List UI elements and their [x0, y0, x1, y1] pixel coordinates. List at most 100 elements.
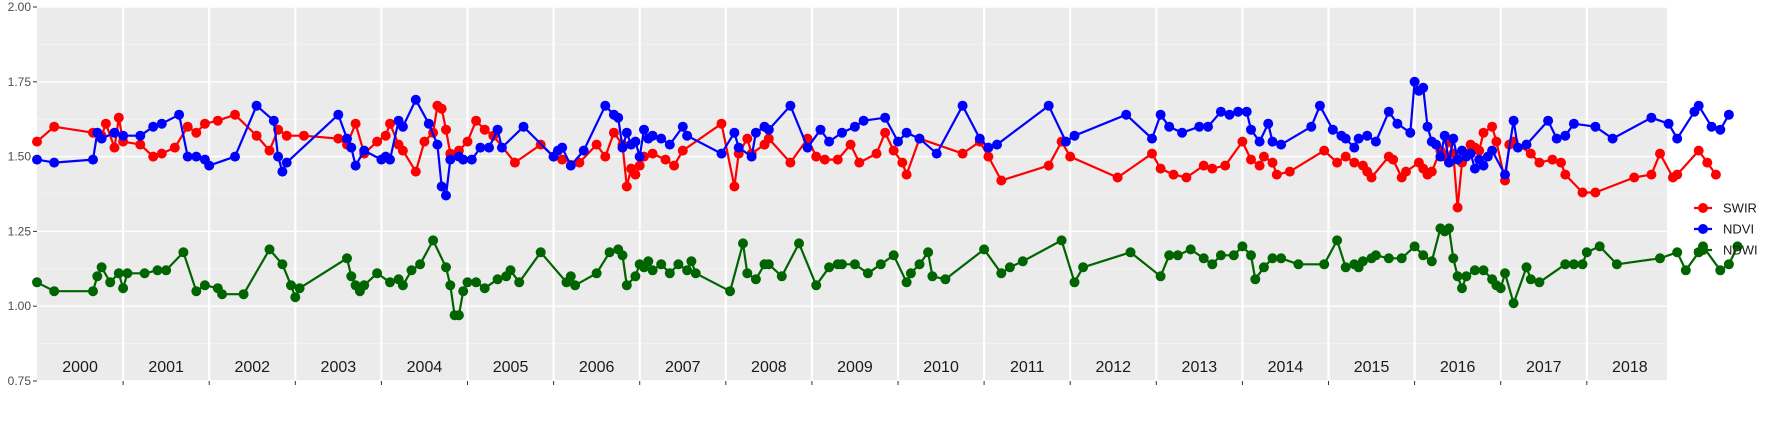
data-point-ndvi [1306, 121, 1317, 132]
data-point-ndwi [664, 268, 675, 279]
data-point-ndvi [251, 100, 262, 111]
data-point-ndvi [359, 145, 370, 156]
data-point-ndvi [600, 100, 611, 111]
data-point-swir [1349, 157, 1360, 168]
data-point-ndvi [677, 121, 688, 132]
y-tick-label: 0.75 [8, 374, 32, 388]
data-point-ndwi [824, 262, 835, 273]
data-point-ndvi [1147, 133, 1157, 144]
year-label: 2018 [1612, 359, 1648, 376]
data-point-swir [230, 109, 240, 120]
axes: 0.75 1.00 1.25 1.50 1.75 2.00 2000 2001 2002 2003… [8, 0, 1648, 388]
data-point-ndvi [1276, 139, 1287, 150]
data-point-ndwi [96, 262, 107, 273]
data-point-ndvi [492, 124, 503, 135]
data-point-ndvi [333, 109, 344, 120]
data-point-swir [819, 154, 830, 165]
data-point-ndwi [1611, 259, 1622, 270]
data-point-swir [410, 166, 421, 177]
data-point-swir [156, 148, 167, 159]
data-point-ndwi [406, 265, 417, 276]
data-point-ndwi [92, 271, 103, 282]
data-point-ndwi [570, 280, 581, 291]
data-point-ndwi [505, 265, 516, 276]
data-point-ndwi [888, 250, 899, 261]
data-point-ndvi [49, 157, 60, 168]
data-point-ndwi [1409, 241, 1420, 252]
legend-key-point [1698, 224, 1708, 234]
data-point-ndwi [643, 256, 654, 267]
data-point-ndvi [484, 142, 494, 153]
data-point-ndvi [436, 181, 447, 192]
data-point-swir [871, 148, 882, 159]
data-point-ndvi [682, 130, 693, 141]
data-point-ndwi [1715, 265, 1726, 276]
data-point-ndvi [1500, 169, 1510, 180]
data-point-swir [1340, 151, 1351, 162]
data-point-swir [251, 130, 262, 141]
data-point-ndwi [453, 310, 464, 321]
legend-label: SWIR [1723, 201, 1757, 216]
data-point-ndvi [1444, 157, 1454, 168]
legend-item-ndwi: NDWI [1694, 243, 1758, 258]
data-point-ndwi [1452, 271, 1463, 282]
year-label: 2007 [665, 359, 701, 376]
year-label: 2016 [1440, 359, 1476, 376]
data-point-ndvi [1607, 133, 1618, 144]
data-point-ndwi [1478, 265, 1489, 276]
data-point-swir [169, 142, 180, 153]
data-point-ndvi [1465, 148, 1476, 159]
data-point-ndwi [32, 277, 42, 288]
data-point-swir [1534, 157, 1545, 168]
data-point-ndwi [875, 259, 886, 270]
data-point-ndwi [415, 259, 426, 270]
data-point-ndvi [397, 121, 408, 132]
data-point-ndvi [893, 136, 903, 147]
data-point-ndwi [1495, 283, 1506, 294]
legend-item-ndvi: NDVI [1694, 222, 1754, 237]
data-point-ndwi [1164, 250, 1175, 261]
year-label: 2010 [923, 359, 959, 376]
data-point-ndwi [428, 235, 439, 246]
data-point-ndvi [1543, 115, 1554, 126]
data-point-ndvi [410, 94, 421, 105]
data-point-ndwi [811, 280, 822, 291]
data-point-ndvi [763, 124, 774, 135]
data-point-ndwi [1680, 265, 1691, 276]
data-point-ndwi [1577, 259, 1588, 270]
data-point-swir [281, 130, 292, 141]
data-point-ndwi [1125, 247, 1136, 258]
data-point-ndwi [1319, 259, 1330, 270]
data-point-ndwi [905, 268, 916, 279]
data-point-ndvi [785, 100, 796, 111]
data-point-swir [600, 151, 611, 162]
data-point-swir [1401, 166, 1411, 177]
data-point-swir [1474, 145, 1485, 156]
data-point-ndvi [716, 148, 727, 159]
data-point-ndvi [1349, 142, 1360, 153]
data-point-swir [350, 118, 361, 129]
data-point-ndwi [1293, 259, 1304, 270]
data-point-ndwi [1215, 250, 1226, 261]
data-point-ndvi [342, 133, 352, 144]
data-point-swir [509, 157, 520, 168]
data-point-ndwi [849, 259, 860, 270]
data-point-ndwi [1383, 253, 1394, 264]
data-point-swir [1491, 136, 1502, 147]
data-point-ndvi [1439, 130, 1450, 141]
data-point-ndvi [1706, 121, 1717, 132]
data-point-swir [669, 160, 680, 171]
data-point-ndvi [630, 136, 641, 147]
data-point-ndvi [1246, 124, 1256, 135]
year-label: 2011 [1010, 359, 1045, 376]
data-point-swir [660, 154, 671, 165]
data-point-ndwi [471, 277, 482, 288]
data-point-ndwi [647, 265, 658, 276]
data-point-ndwi [621, 280, 632, 291]
data-point-ndwi [238, 289, 249, 300]
data-point-ndwi [286, 280, 296, 291]
data-point-swir [471, 115, 482, 126]
legend-label: NDVI [1723, 222, 1754, 237]
data-point-ndvi [458, 154, 469, 165]
